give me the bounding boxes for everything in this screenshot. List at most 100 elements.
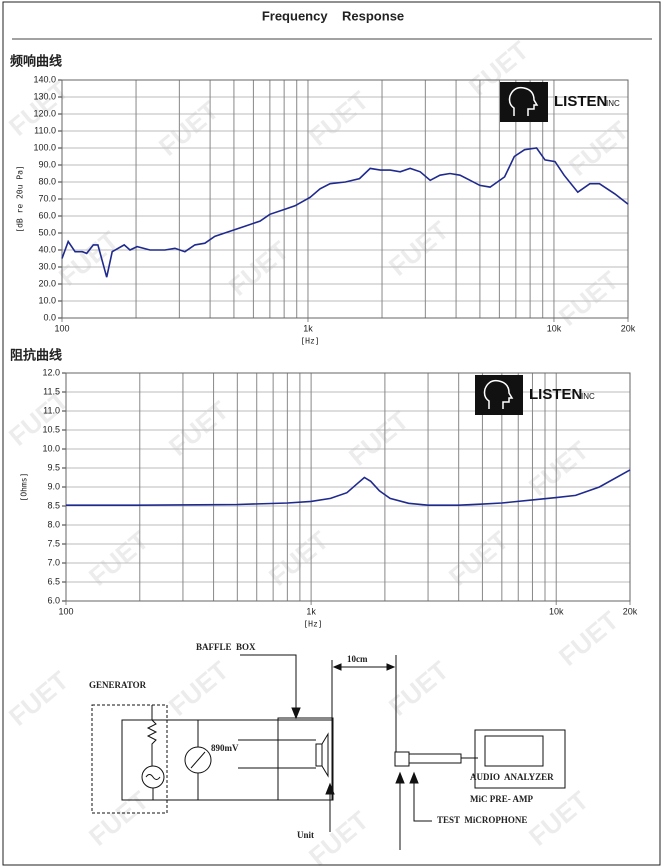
ac-symbol — [145, 774, 161, 780]
diagram-label: Unit — [297, 830, 314, 840]
y-axis-label: [dB re 20u Pa] — [16, 165, 25, 232]
x-tick-label: 1k — [303, 323, 313, 333]
driver-magnet — [315, 743, 323, 767]
pointer — [240, 654, 297, 716]
plot-frame — [61, 79, 629, 319]
y-tick-label: 11.0 — [43, 405, 60, 415]
analyzer-box — [474, 729, 566, 789]
y-tick-label: 120.0 — [33, 108, 56, 118]
y-tick-label: 40.0 — [38, 244, 56, 254]
watermark: FUET — [163, 655, 234, 722]
y-tick-label: 11.5 — [43, 386, 60, 396]
y-tick-label: 110.0 — [34, 125, 56, 135]
wire — [121, 705, 332, 801]
chart-title: 频响曲线 — [10, 53, 62, 68]
logo-suffix: INC — [581, 392, 595, 401]
diagram-label: MiC PRE- AMP — [470, 794, 533, 804]
diagram-label: 890mV — [211, 743, 239, 753]
driver-cone — [321, 732, 329, 778]
y-tick-label: 50.0 — [38, 227, 56, 237]
y-tick-label: 70.0 — [38, 193, 56, 203]
microphone-body — [408, 753, 462, 764]
watermark: FUET — [3, 665, 74, 732]
x-tick-label: 10k — [547, 323, 562, 333]
arrowhead — [291, 707, 301, 720]
diagram-label: 10cm — [347, 654, 368, 664]
y-tick-label: 10.0 — [42, 443, 60, 453]
y-tick-label: 9.0 — [47, 481, 60, 491]
x-axis-label: [Hz] — [300, 337, 319, 346]
watermark: FUET — [553, 265, 624, 332]
x-axis-label: [Hz] — [303, 620, 322, 629]
y-tick-label: 7.5 — [47, 538, 60, 548]
resistor — [146, 719, 158, 766]
microphone-head — [394, 751, 410, 767]
watermark: FUET — [3, 385, 74, 452]
arrowhead — [395, 771, 405, 784]
setup-diagram: BAFFLE BOX 10cm GENERATOR 890mV AUDIO AN… — [89, 642, 566, 850]
logo-text: LISTEN — [554, 93, 607, 110]
watermark: FUET — [163, 395, 234, 462]
header-title: Frequency Response — [262, 8, 404, 23]
x-tick-label: 20k — [621, 323, 636, 333]
logo-head — [508, 86, 539, 116]
watermark: FUET — [383, 655, 454, 722]
diagram-label: GENERATOR — [89, 680, 147, 690]
y-tick-label: 8.5 — [47, 500, 60, 510]
y-tick-label: 6.5 — [47, 576, 60, 586]
watermark: FUET — [343, 405, 414, 472]
baffle-box — [277, 717, 334, 801]
y-tick-label: 90.0 — [38, 159, 56, 169]
chart-title: 阻抗曲线 — [10, 347, 62, 362]
y-tick-label: 30.0 — [38, 261, 56, 271]
diagram-label: BAFFLE BOX — [196, 642, 256, 652]
analyzer-screen — [484, 735, 544, 767]
arrowhead — [332, 663, 396, 671]
voltmeter-needle — [190, 751, 206, 769]
generator-box — [91, 704, 168, 814]
voltmeter — [184, 746, 212, 774]
y-tick-label: 100.0 — [33, 142, 56, 152]
logo-text: LISTEN — [529, 386, 582, 403]
x-tick-label: 100 — [54, 323, 69, 333]
diagram-label: AUDIO ANALYZER — [470, 772, 554, 782]
x-tick-label: 100 — [58, 606, 73, 616]
watermark: FUET — [553, 605, 624, 672]
diagram-label: TEST MiCROPHONE — [437, 815, 527, 825]
plot-frame — [65, 372, 631, 602]
watermark: FUET — [523, 785, 594, 852]
response-line — [66, 469, 631, 506]
response-line — [61, 147, 629, 278]
logo-suffix: INC — [606, 99, 620, 108]
y-tick-label: 0.0 — [43, 312, 56, 322]
y-tick-label: 12.0 — [42, 367, 60, 377]
watermark: FUET — [153, 95, 224, 162]
watermark: FUET — [383, 215, 454, 282]
x-tick-label: 20k — [623, 606, 638, 616]
watermark: FUET — [83, 785, 154, 852]
watermark: FUET — [303, 85, 374, 152]
y-axis-label: [Ohms] — [20, 473, 29, 502]
y-tick-label: 7.0 — [47, 557, 60, 567]
x-tick-label: 1k — [306, 606, 316, 616]
y-tick-label: 10.5 — [42, 424, 60, 434]
x-tick-label: 10k — [549, 606, 564, 616]
watermark: FUET — [53, 225, 124, 292]
arrowhead — [325, 782, 335, 795]
pointer — [413, 775, 432, 822]
y-tick-label: 9.5 — [47, 462, 60, 472]
y-tick-label: 80.0 — [38, 176, 56, 186]
arrowhead — [409, 771, 419, 784]
y-tick-label: 140.0 — [33, 74, 56, 84]
y-tick-label: 8.0 — [47, 519, 60, 529]
y-tick-label: 20.0 — [38, 278, 56, 288]
y-tick-label: 130.0 — [33, 91, 56, 101]
y-tick-label: 60.0 — [38, 210, 56, 220]
y-tick-label: 6.0 — [47, 595, 60, 605]
y-tick-label: 10.0 — [38, 295, 56, 305]
logo-head — [483, 379, 514, 409]
charts: 频响曲线 0.0 10.0 20.0 30.0 40.0 50.0 60.0 70.0 80.0 9… — [10, 53, 638, 628]
